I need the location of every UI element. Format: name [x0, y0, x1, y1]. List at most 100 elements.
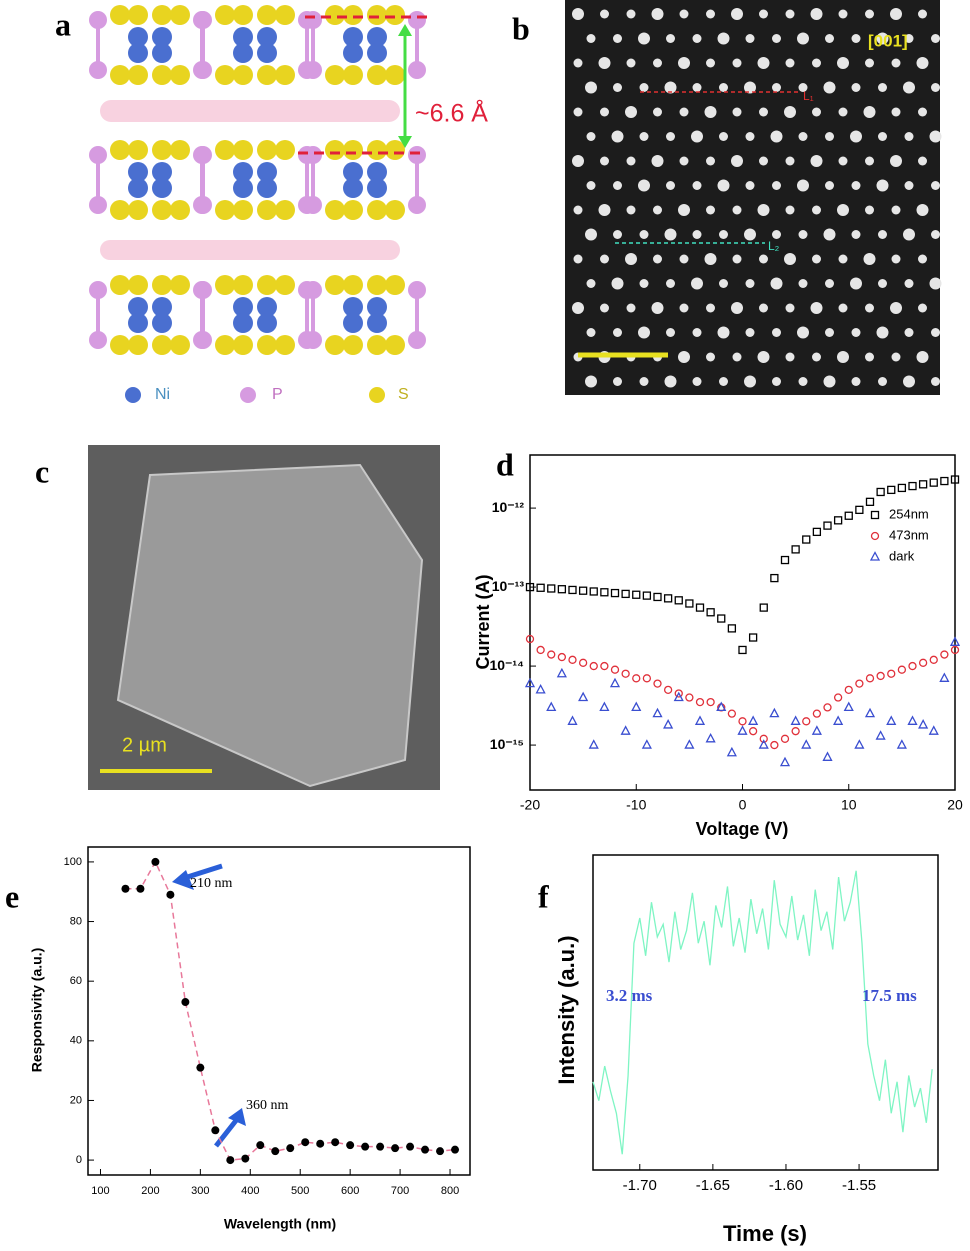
marker: [694, 715, 706, 725]
atom-s: [385, 275, 405, 295]
atom-column: [772, 328, 781, 337]
atom-column: [639, 83, 649, 92]
atom-column: [719, 83, 728, 92]
atom-column: [931, 83, 940, 92]
marker: [695, 603, 705, 612]
atom-column: [719, 230, 728, 239]
atom-column: [812, 205, 821, 215]
atom-column: [664, 375, 677, 388]
marker: [726, 746, 737, 757]
atom-s: [233, 65, 253, 85]
marker: [663, 719, 674, 729]
atom-ni: [128, 178, 148, 198]
atom-ni: [343, 162, 363, 182]
marker: [770, 740, 779, 750]
atom-column: [863, 106, 876, 118]
marker: [876, 487, 885, 497]
atom-column: [706, 9, 715, 19]
atom-column: [586, 132, 596, 141]
atom-column: [812, 107, 821, 117]
atom-column: [810, 8, 823, 20]
marker: [695, 697, 705, 707]
atom-ni: [152, 43, 172, 63]
atom-column: [904, 328, 914, 337]
atom-column: [878, 377, 887, 386]
atom-column: [772, 377, 781, 386]
marker: [436, 1147, 445, 1156]
atom-p: [408, 146, 426, 164]
atom-column: [851, 83, 861, 92]
atom-s: [275, 275, 295, 295]
atom-column: [772, 34, 781, 43]
atom-column: [851, 230, 861, 239]
atom-column: [573, 107, 583, 117]
marker: [578, 658, 588, 667]
marker: [705, 732, 716, 743]
marker: [652, 707, 663, 718]
atom-column: [865, 9, 874, 19]
atom-p: [89, 331, 107, 349]
atom-column: [929, 130, 942, 143]
atom-column: [838, 254, 848, 264]
annotation: 210 nm: [190, 876, 233, 891]
atom-column: [878, 279, 887, 288]
atom-column: [679, 254, 689, 264]
marker: [621, 669, 630, 678]
atom-column: [772, 181, 781, 190]
atom-column: [918, 9, 927, 19]
atom-column: [613, 34, 622, 43]
atom-s: [170, 200, 190, 220]
atom-p: [408, 196, 426, 214]
marker: [918, 480, 928, 489]
atom-s: [152, 275, 172, 295]
x-tick-label: 300: [191, 1185, 209, 1197]
atom-column: [851, 34, 861, 43]
marker: [940, 650, 949, 659]
marker: [567, 715, 578, 725]
x-tick-label: -20: [520, 797, 540, 813]
atom-column: [798, 230, 808, 239]
marker: [812, 527, 822, 537]
marker: [546, 701, 557, 712]
atom-column: [891, 254, 901, 264]
atom-p: [304, 61, 322, 79]
atom-column: [626, 156, 636, 166]
atom-s: [152, 200, 172, 220]
atom-column: [918, 254, 927, 264]
atom-s: [110, 200, 130, 220]
atom-column: [823, 375, 836, 388]
marker: [780, 555, 790, 565]
atom-column: [706, 303, 715, 313]
atom-column: [890, 302, 902, 314]
atom-column: [744, 375, 756, 388]
plot-frame: [592, 854, 939, 1171]
atom-column: [903, 228, 915, 241]
x-tick-label: 0: [739, 797, 747, 813]
legend-label: P: [272, 386, 283, 403]
marker: [421, 1145, 430, 1154]
atom-column: [931, 34, 940, 43]
marker: [631, 701, 642, 712]
y-tick-label: 0: [76, 1154, 82, 1166]
marker: [706, 697, 715, 707]
atom-column: [611, 130, 624, 143]
atom-column: [691, 130, 703, 143]
x-tick-label: -10: [626, 797, 646, 813]
atom-column: [745, 34, 755, 43]
hexagonal-flake: [116, 463, 424, 788]
x-tick-label: 200: [141, 1185, 159, 1197]
atom-s: [257, 65, 277, 85]
atom-column: [704, 253, 717, 265]
panel-label: e: [5, 878, 19, 914]
legend-atom: [125, 387, 141, 403]
atom-column: [916, 351, 929, 363]
atom-column: [732, 58, 742, 68]
atom-column: [691, 277, 703, 290]
x-axis-title: Time (s): [723, 1221, 807, 1246]
marker: [589, 661, 598, 671]
marker: [151, 857, 160, 866]
marker: [256, 1141, 265, 1150]
marker: [600, 661, 609, 671]
marker: [674, 689, 683, 698]
